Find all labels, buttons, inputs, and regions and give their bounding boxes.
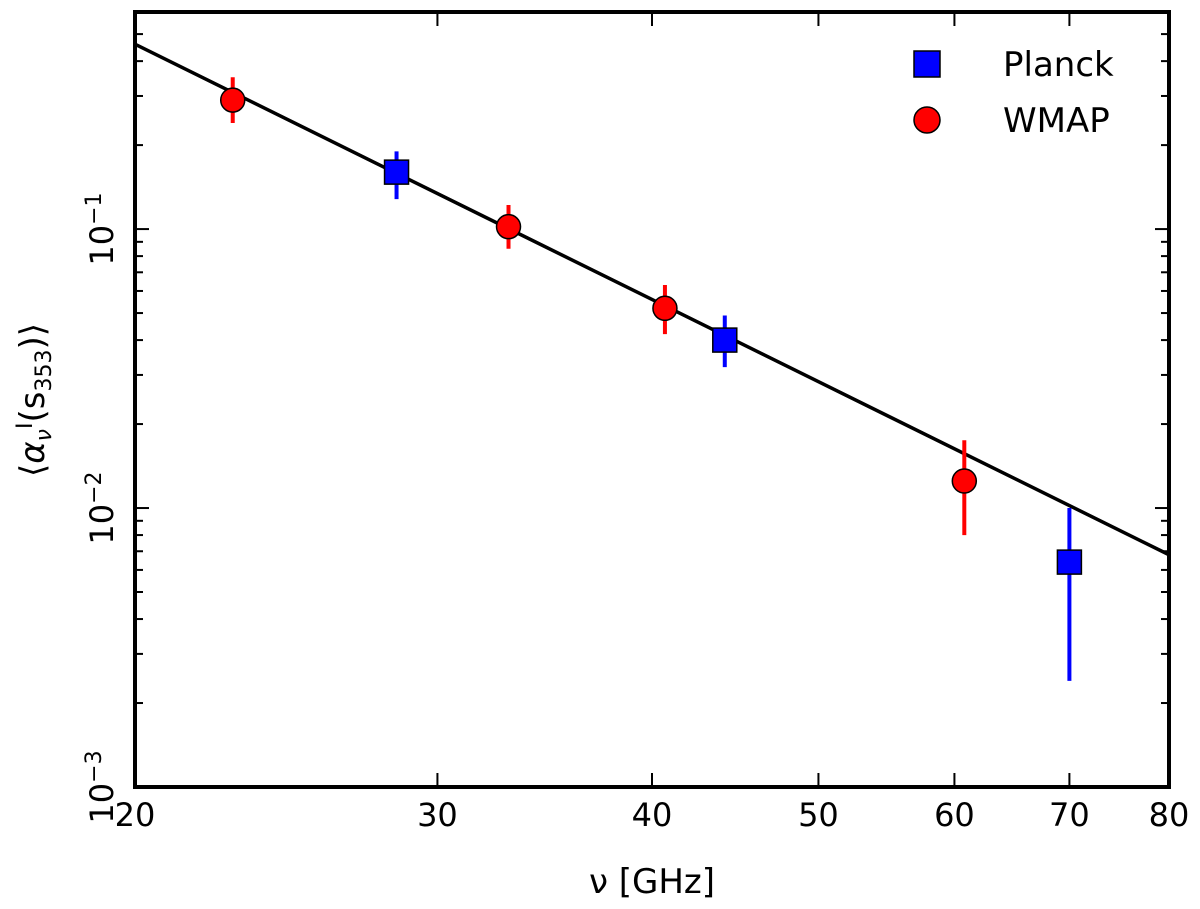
- wmap-point: [652, 295, 678, 322]
- planck-point: [383, 159, 410, 185]
- planck-point: [712, 327, 738, 353]
- y-tick-labels: 10−3 10−2 10−1: [82, 192, 122, 823]
- fit-line-layer: [135, 42, 1169, 557]
- y-tick-label: 10−1: [82, 192, 122, 265]
- x-tick-label: 60: [934, 796, 975, 834]
- x-tick-label: 40: [632, 796, 673, 834]
- x-tick-label: 70: [1049, 796, 1090, 834]
- legend-marker-wmap: [913, 106, 941, 134]
- legend-label-wmap: WMAP: [1003, 101, 1110, 141]
- x-tick-label: 30: [417, 796, 458, 834]
- x-tick-label: 80: [1149, 796, 1190, 834]
- planck-point: [1056, 549, 1083, 575]
- y-tick-label: 10−3: [82, 750, 122, 823]
- x-axis-label: ν [GHz]: [589, 862, 715, 902]
- plot-frame: [133, 10, 1171, 789]
- x-tick-label: 50: [798, 796, 839, 834]
- fit-line: [135, 42, 1169, 557]
- y-axis-label: ⟨ανI(s353)⟩: [13, 323, 57, 477]
- legend-label-planck: Planck: [1003, 45, 1114, 85]
- data-points-layer: [219, 77, 1083, 681]
- x-tick-label: 20: [115, 796, 156, 834]
- wmap-point: [495, 213, 522, 240]
- wmap-point: [219, 87, 246, 113]
- legend-marker-planck: [913, 50, 941, 78]
- wmap-point: [951, 468, 978, 494]
- legend: Planck WMAP: [913, 45, 1114, 141]
- y-tick-label: 10−2: [82, 471, 122, 544]
- x-tick-labels: 20 30 40 50 60 70 80: [115, 796, 1190, 834]
